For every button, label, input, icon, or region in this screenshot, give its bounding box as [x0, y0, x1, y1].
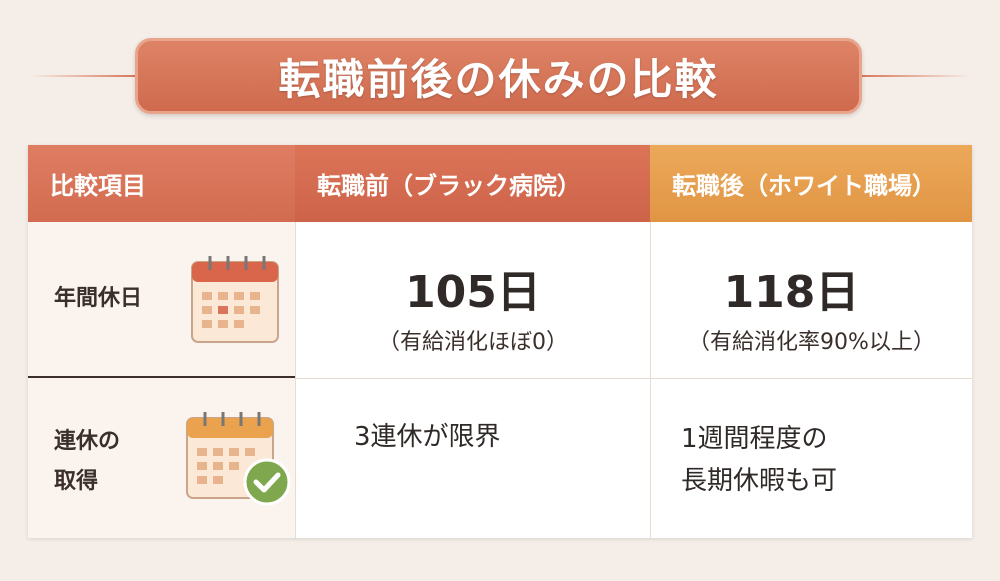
decorative-line-right: [862, 75, 972, 77]
decorative-line-left: [30, 75, 135, 77]
after-annual-holidays-value: 118日: [723, 267, 860, 318]
page-title: 転職前後の休みの比較: [278, 54, 719, 104]
row-label-annual-holidays: 年間休日: [28, 222, 295, 378]
calendar-icon: [191, 256, 279, 343]
after-consecutive-holidays-line2: 長期休暇も可: [681, 466, 838, 496]
comparison-table: 比較項目 転職前（ブラック病院） 転職後（ホワイト職場） 年間休日 105日 （…: [28, 145, 972, 538]
header-item: 比較項目: [28, 145, 295, 222]
before-annual-holidays-value: 105日: [405, 267, 541, 318]
header-before-label: 転職前（ブラック病院）: [317, 172, 581, 200]
header-after: 転職後（ホワイト職場）: [650, 145, 972, 222]
calendar-check-icon: [186, 412, 291, 506]
before-consecutive-holidays-text: 3連休が限界: [354, 422, 501, 452]
header-before: 転職前（ブラック病院）: [295, 145, 650, 222]
header-after-label: 転職後（ホワイト職場）: [672, 172, 936, 200]
before-consecutive-holidays: 3連休が限界: [295, 378, 650, 538]
row-label-text: 年間休日: [54, 286, 143, 311]
after-consecutive-holidays: 1週間程度の 長期休暇も可: [650, 378, 972, 538]
row-label-line1: 連休の: [54, 429, 121, 454]
after-annual-holidays: 118日 （有給消化率90%以上）: [650, 222, 972, 378]
title-banner: 転職前後の休みの比較: [135, 38, 862, 114]
after-annual-holidays-note: （有給消化率90%以上）: [688, 330, 935, 355]
after-consecutive-holidays-line1: 1週間程度の: [681, 424, 828, 454]
row-label-consecutive-holidays: 連休の 取得: [28, 378, 295, 538]
row-divider: [28, 378, 972, 379]
before-annual-holidays: 105日 （有給消化ほぼ0）: [295, 222, 650, 378]
before-annual-holidays-note: （有給消化ほぼ0）: [378, 330, 568, 355]
row-label-line2: 取得: [54, 469, 99, 494]
header-item-label: 比較項目: [50, 172, 146, 200]
